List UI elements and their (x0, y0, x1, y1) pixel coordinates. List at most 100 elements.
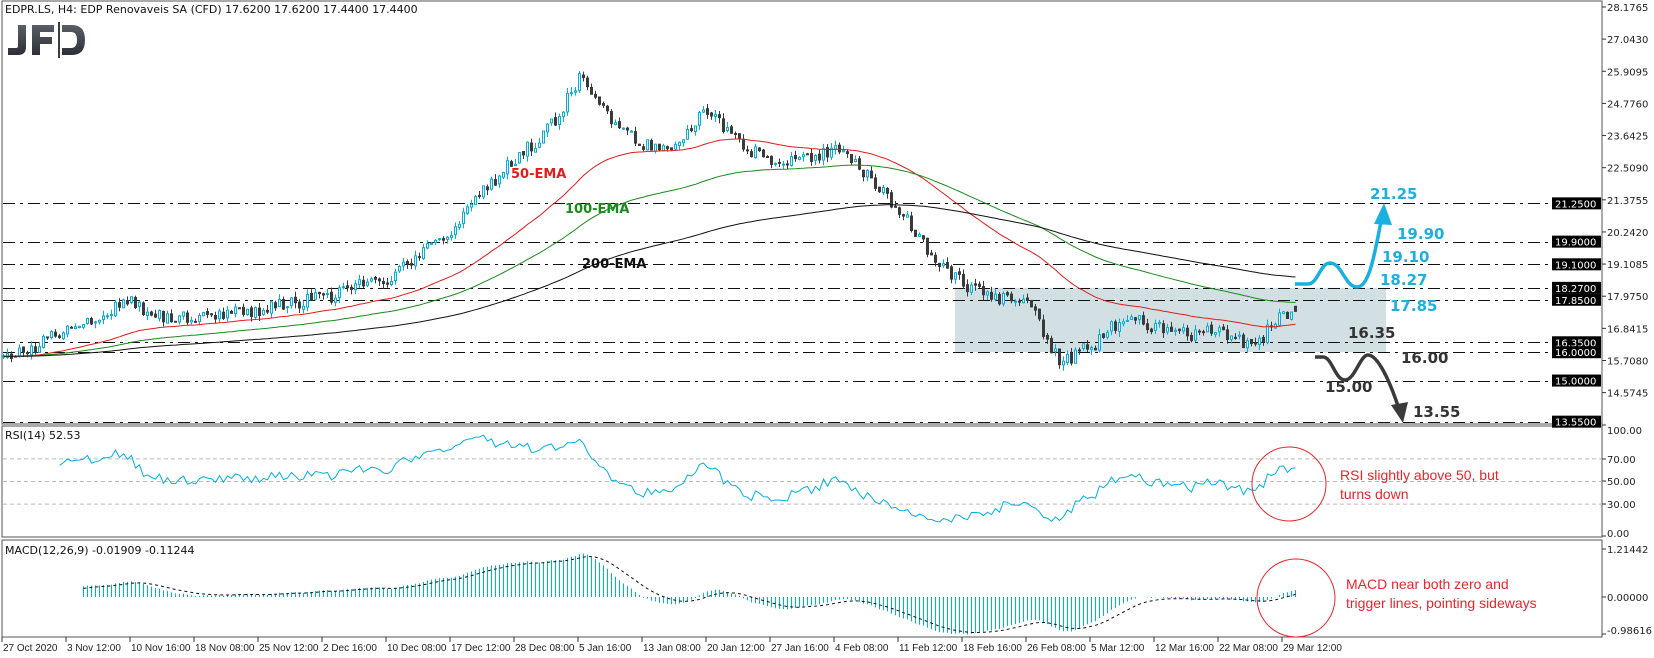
candle (402, 258, 405, 271)
candle (238, 307, 241, 310)
candle-body (722, 118, 725, 133)
candle (642, 143, 645, 152)
level-price-label: 18.2700 (1555, 284, 1596, 295)
candle-body (126, 299, 129, 305)
candle-body (30, 345, 33, 356)
candle (858, 155, 861, 171)
level-price-label: 19.1000 (1555, 260, 1596, 271)
candle-body (1010, 293, 1013, 302)
candle-body (682, 139, 685, 144)
candle-body (570, 92, 573, 95)
target-label-19-90: 19.90 (1397, 225, 1444, 243)
candle-body (770, 155, 773, 165)
candle-body (406, 261, 409, 265)
macd-axis-label: 1.21442 (1607, 545, 1648, 556)
candle-body (46, 336, 49, 339)
candle-body (78, 325, 81, 329)
candle-body (522, 151, 525, 156)
candle (714, 109, 717, 122)
candle (218, 308, 221, 323)
candle-body (114, 301, 117, 317)
candle (266, 304, 269, 315)
candle (762, 148, 765, 158)
ema100-label: 100-EMA (565, 202, 629, 217)
candle (646, 139, 649, 151)
candle-body (410, 262, 413, 266)
candle-body (486, 186, 489, 191)
candle (510, 159, 513, 167)
candle (1282, 311, 1285, 315)
candle (570, 87, 573, 97)
candle-body (534, 147, 537, 153)
level-price-label: 13.5500 (1555, 418, 1596, 429)
target-label-17-85: 17.85 (1390, 297, 1437, 315)
candle-body (382, 281, 385, 285)
candle (1246, 337, 1249, 353)
candle-body (322, 293, 325, 296)
candle-body (494, 179, 497, 186)
candle-body (1214, 332, 1217, 335)
candle-body (154, 313, 157, 318)
candle (830, 142, 833, 160)
candle (910, 211, 913, 233)
main-panel (1, 0, 1603, 425)
rsi-axis-label: 50.00 (1607, 477, 1636, 488)
candle-body (622, 127, 625, 130)
macd-title: MACD(12,26,9) -0.01909 -0.11244 (5, 544, 194, 557)
candle (922, 235, 925, 243)
candle-body (694, 125, 697, 133)
candle (202, 311, 205, 317)
candle (530, 138, 533, 156)
rsi-note-line2: turns down (1340, 486, 1408, 502)
candle (90, 316, 93, 326)
candle-body (478, 194, 481, 197)
candle-body (342, 286, 345, 289)
candle-body (450, 234, 453, 238)
candle (1194, 324, 1197, 343)
candle (1022, 294, 1025, 304)
candle (414, 250, 417, 270)
candle-body (418, 256, 421, 259)
candle (1054, 344, 1057, 357)
candle-body (1042, 319, 1045, 337)
candle (1070, 347, 1073, 366)
candle (674, 141, 677, 150)
candle-body (186, 312, 189, 323)
candle-body (790, 156, 793, 167)
candle (930, 249, 933, 256)
candle (614, 119, 617, 126)
candle (78, 325, 81, 329)
candle-body (738, 133, 741, 139)
candle (1006, 290, 1009, 297)
candle-body (1138, 315, 1141, 321)
candle-body (1150, 328, 1153, 333)
candle-body (550, 118, 553, 124)
candle-body (1178, 328, 1181, 332)
candle-body (662, 145, 665, 152)
candle (734, 131, 737, 139)
candle (998, 292, 1001, 306)
candle (1262, 335, 1265, 346)
candle-body (222, 311, 225, 319)
candle-body (338, 287, 341, 299)
candle (226, 306, 229, 322)
candle (862, 169, 865, 182)
candle-body (814, 154, 817, 161)
candle (902, 213, 905, 221)
candle-body (962, 273, 965, 287)
candle (1218, 324, 1221, 337)
candle (294, 291, 297, 309)
candle-body (1026, 297, 1029, 301)
candle-body (374, 277, 377, 280)
candle (782, 160, 785, 169)
rsi-highlight-circle (1251, 446, 1327, 522)
candle (846, 149, 849, 158)
candle (438, 237, 441, 241)
candle (118, 298, 121, 312)
candle-body (390, 280, 393, 286)
candle (854, 155, 857, 163)
time-axis-label: 28 Dec 08:00 (515, 643, 575, 654)
candle-body (398, 265, 401, 272)
candle-body (1006, 292, 1009, 296)
candle-body (170, 313, 173, 323)
